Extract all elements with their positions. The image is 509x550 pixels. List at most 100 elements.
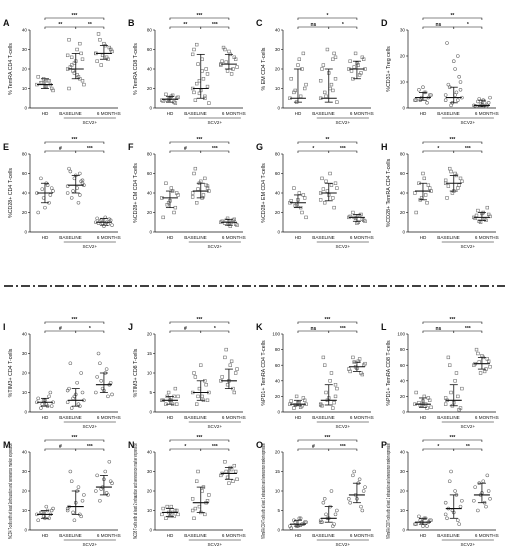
significance-label: *** — [450, 317, 456, 323]
y-axis-label: %CD28+ EM CD4 T-cells — [261, 163, 267, 223]
significance-bracket — [328, 330, 358, 333]
x-tick-label: HD — [295, 533, 302, 538]
y-axis-label: %PD1+ TemRA CD8 T-cells — [386, 340, 392, 406]
significance-label: # — [59, 444, 62, 450]
data-point — [36, 396, 40, 401]
data-point — [318, 198, 323, 202]
significance-bracket — [453, 330, 483, 333]
data-point — [453, 379, 457, 383]
y-tick-label: 10 — [275, 86, 281, 91]
significance-label: # — [184, 326, 187, 332]
y-tick-label: 30 — [147, 469, 153, 474]
y-tick-label: 80 — [400, 152, 406, 157]
y-tick-label: 5 — [277, 508, 280, 513]
x-tick-label: HD — [167, 111, 174, 116]
x-tick-label: 6 MONTHS — [222, 415, 246, 420]
data-point — [65, 191, 70, 195]
y-tick-label: 20 — [275, 67, 281, 72]
data-point — [353, 51, 358, 56]
y-tick-label: 20 — [275, 210, 281, 215]
data-point — [65, 400, 70, 405]
significance-label: *** — [212, 444, 218, 450]
data-point — [296, 63, 300, 67]
data-point — [104, 367, 109, 371]
y-tick-label: 0 — [24, 528, 27, 533]
data-point — [486, 489, 491, 493]
data-point — [351, 210, 355, 215]
data-point — [228, 363, 232, 367]
data-point — [199, 179, 203, 183]
y-tick-label: 20 — [22, 67, 28, 72]
data-point — [110, 392, 114, 397]
data-point — [446, 184, 451, 188]
data-point — [192, 371, 196, 375]
panel-letter: C — [256, 18, 263, 28]
data-point — [331, 196, 335, 200]
y-tick-label: 0 — [24, 230, 27, 235]
y-tick-label: 5 — [149, 390, 152, 395]
data-point — [235, 367, 239, 371]
data-point — [318, 79, 323, 83]
data-point — [413, 522, 417, 526]
y-tick-label: 40 — [147, 191, 153, 196]
data-point — [68, 469, 73, 474]
data-point — [323, 201, 327, 205]
data-point — [65, 184, 70, 188]
panel-letter: K — [256, 322, 263, 332]
significance-label: * — [89, 326, 91, 332]
data-point — [449, 103, 453, 108]
data-point — [473, 485, 477, 489]
data-point — [320, 67, 324, 71]
significance-label: *** — [450, 137, 456, 143]
data-point — [333, 394, 338, 399]
y-tick-label: 10 — [147, 371, 153, 376]
data-point — [485, 205, 489, 210]
data-point — [329, 183, 334, 187]
data-point — [303, 86, 307, 91]
data-point — [195, 479, 199, 483]
data-point — [176, 394, 180, 399]
data-point — [318, 518, 323, 523]
data-point — [476, 208, 480, 213]
data-point — [429, 93, 433, 97]
significance-label: ns — [435, 22, 441, 28]
data-point — [426, 183, 431, 187]
data-point — [76, 485, 81, 489]
data-point — [232, 55, 236, 59]
data-point — [104, 491, 109, 495]
x-tick-label: BASELINE — [184, 111, 206, 116]
data-point — [98, 38, 102, 42]
y-axis-label: %TemRA CD8 T-cells with at least 1 exhau… — [386, 443, 392, 539]
x-tick-label: HD — [42, 533, 49, 538]
data-point — [451, 59, 456, 63]
x-tick-label: BASELINE — [184, 235, 206, 240]
data-point — [425, 406, 429, 410]
data-point — [443, 396, 448, 400]
data-point — [82, 493, 86, 497]
x-tick-label: BASELINE — [312, 111, 334, 116]
data-point — [417, 88, 421, 92]
data-point — [72, 518, 77, 523]
data-point — [351, 473, 355, 478]
data-point — [51, 506, 55, 511]
data-point — [48, 390, 53, 395]
significance-bracket — [200, 330, 230, 333]
data-point — [449, 169, 453, 174]
group-label: SCV2+ — [207, 542, 222, 547]
group-label: SCV2+ — [460, 120, 475, 125]
x-tick-label: BASELINE — [184, 415, 206, 420]
data-point — [348, 500, 352, 505]
data-point — [457, 407, 461, 412]
data-point — [297, 191, 301, 195]
y-tick-label: 10 — [275, 489, 281, 494]
data-point — [192, 171, 196, 176]
data-point — [71, 69, 75, 73]
y-tick-label: 20 — [22, 371, 28, 376]
significance-label: # — [184, 146, 187, 152]
x-tick-label: BASELINE — [59, 111, 81, 116]
data-point — [360, 372, 364, 377]
significance-label: * — [467, 22, 469, 28]
data-point — [301, 396, 306, 400]
data-point — [79, 371, 83, 375]
x-tick-label: 6 MONTHS — [222, 235, 246, 240]
